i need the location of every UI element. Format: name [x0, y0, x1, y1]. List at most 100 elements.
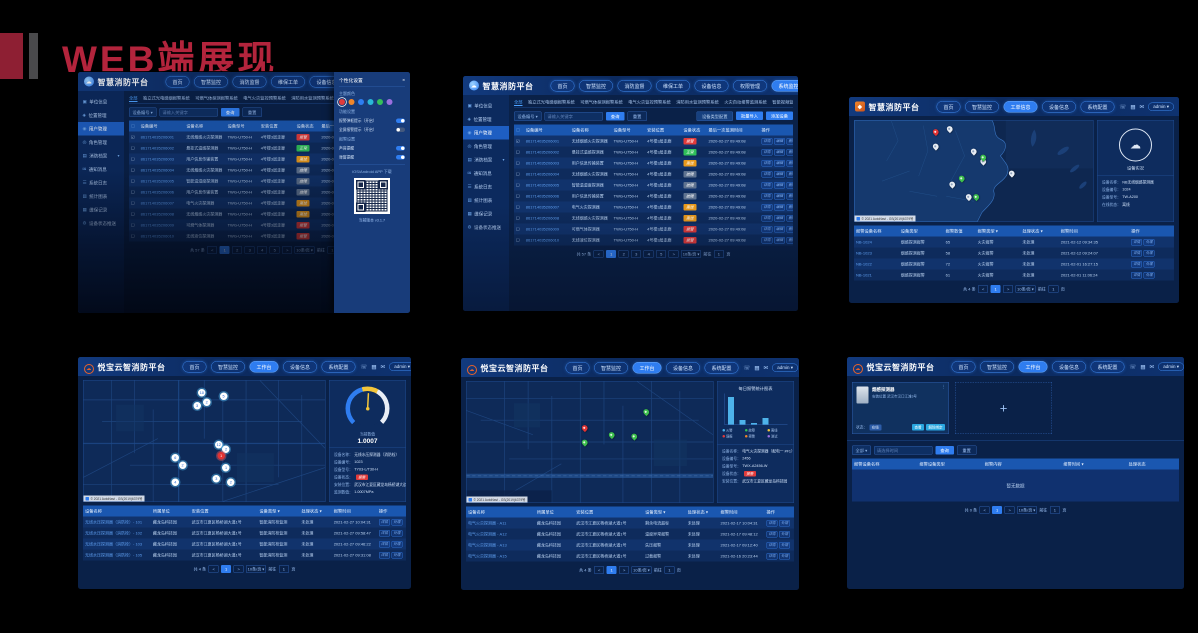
pagination-prev[interactable]: < [208, 565, 219, 573]
delete-button[interactable]: 删除 [786, 159, 793, 167]
map-pin[interactable] [948, 180, 957, 190]
cluster-marker[interactable]: 10 [198, 388, 206, 397]
row-checkbox[interactable]: ☐ [516, 204, 520, 210]
card-more-icon[interactable]: ⋮ [941, 384, 947, 389]
cluster-marker[interactable]: 2 [178, 461, 187, 469]
nav-pill[interactable]: 首页 [182, 360, 207, 373]
sidebar-item[interactable]: ▤ 消防档案 ▾ [463, 153, 509, 167]
legend-item[interactable]: 误报 [722, 434, 744, 439]
select-all-checkbox[interactable]: ☐ [516, 127, 520, 133]
theme-color-dot[interactable] [386, 99, 393, 105]
nav-pill[interactable]: 智慧监控 [594, 361, 629, 374]
cluster-marker[interactable]: 3 [212, 474, 221, 483]
edit-button[interactable]: 编辑 [773, 225, 785, 233]
map-pin[interactable] [945, 125, 954, 134]
sidebar-item[interactable]: ⚙ 设备状态推送 [78, 217, 124, 231]
cluster-marker[interactable]: 12 [214, 440, 223, 449]
message-icon[interactable]: ✉ [763, 364, 769, 371]
apps-grid-icon[interactable]: ▦ [1140, 363, 1146, 370]
map-pin[interactable] [931, 142, 940, 151]
device-card[interactable]: ⋮ 烟感探测器 安装位置 武汉市汉口江滩3号 状态： 在线 查看 解除绑定 [852, 382, 949, 434]
support-icon[interactable]: ☏ [1119, 103, 1127, 110]
select-all-checkbox[interactable]: ☐ [131, 123, 135, 129]
pagination-page[interactable]: 1 [606, 250, 617, 258]
pagination-prev[interactable]: < [207, 246, 218, 254]
handle-button[interactable]: 处理 [391, 518, 403, 526]
device-type-config-button[interactable]: 设备类型配置 [696, 111, 733, 121]
pagination-prev[interactable]: < [978, 285, 989, 293]
toggle-switch[interactable] [396, 127, 405, 132]
theme-color-dot[interactable] [339, 99, 345, 105]
pagination-page[interactable]: 5 [656, 250, 667, 258]
row-checkbox[interactable]: ☐ [131, 200, 135, 206]
nav-pill[interactable]: 设备信息 [283, 360, 318, 373]
message-icon[interactable]: ✉ [1139, 103, 1145, 110]
reset-button[interactable]: 重置 [627, 111, 647, 121]
handle-button[interactable]: 处理 [778, 541, 790, 549]
pagination-page[interactable]: 1 [219, 246, 230, 254]
delete-button[interactable]: 删除 [786, 192, 793, 200]
row-checkbox[interactable]: ☐ [131, 167, 135, 173]
edit-button[interactable]: 编辑 [773, 170, 785, 178]
sidebar-item[interactable]: ☰ 系统日志 [463, 180, 509, 194]
system-tab[interactable]: 可燃气体探测报警系统 [195, 95, 238, 101]
nav-pill[interactable]: 系统配置 [1080, 100, 1115, 113]
row-checkbox[interactable]: ☐ [131, 178, 135, 184]
cluster-marker[interactable]: 6 [171, 454, 180, 462]
sidebar-item[interactable]: ▤ 消防档案 ▾ [78, 149, 124, 163]
user-menu[interactable]: admin ▾ [1148, 102, 1174, 111]
system-tab[interactable]: 火灾自动报警监测系统 [724, 99, 767, 105]
detail-button[interactable]: 详情 [761, 181, 773, 189]
row-checkbox[interactable]: ☐ [516, 215, 520, 221]
pagination-page[interactable]: 1 [221, 565, 232, 573]
system-tab[interactable]: 独立式光电感烟报警系统 [143, 95, 190, 101]
page-size-select[interactable]: 10条/页 ▾ [246, 565, 266, 573]
date-input[interactable] [873, 446, 933, 455]
handle-button[interactable]: 处理 [1143, 249, 1155, 257]
nav-pill[interactable]: 首页 [165, 75, 190, 88]
page-size-select[interactable]: 10条/页 ▾ [631, 566, 652, 574]
sidebar-item[interactable]: ▥ 统计图表 [78, 190, 124, 204]
sidebar-item[interactable]: ☰ 系统日志 [78, 176, 124, 190]
edit-button[interactable]: 编辑 [773, 203, 785, 211]
row-checkbox[interactable]: ☑ [516, 138, 520, 144]
sidebar-item[interactable]: ◈ 位置管理 [78, 109, 124, 123]
system-tab[interactable]: 全部 [129, 95, 138, 101]
cluster-marker[interactable]: 2 [222, 445, 230, 454]
handle-button[interactable]: 处理 [391, 551, 403, 559]
nav-pill[interactable]: 设备信息 [666, 361, 701, 374]
pagination-page[interactable]: 2 [618, 250, 629, 258]
handle-button[interactable]: 处理 [778, 552, 790, 560]
nav-pill[interactable]: 系统配置 [704, 361, 739, 374]
user-menu[interactable]: admin ▾ [389, 362, 411, 371]
handle-button[interactable]: 处理 [1143, 260, 1155, 268]
detail-button[interactable]: 详情 [761, 236, 773, 244]
pagination-page[interactable]: 2 [232, 246, 243, 254]
sidebar-item[interactable]: ▦ 维保记录 [78, 203, 124, 217]
detail-button[interactable]: 详情 [378, 529, 390, 537]
row-checkbox[interactable]: ☐ [131, 145, 135, 151]
row-checkbox[interactable]: ☐ [131, 211, 135, 217]
goto-page-input[interactable]: 1 [713, 250, 724, 258]
china-map[interactable]: © 2021 AutoNavi - GS(2019)6379号 [854, 120, 1094, 222]
nav-pill[interactable]: 工作台 [1018, 360, 1048, 373]
detail-button[interactable]: 详情 [761, 225, 773, 233]
legend-item[interactable]: 预警 [745, 434, 766, 439]
nav-pill[interactable]: 维保工单 [656, 79, 691, 92]
apps-grid-icon[interactable]: ▦ [371, 363, 377, 370]
more-icon[interactable]: ⋮ [1178, 103, 1179, 110]
pagination-next[interactable]: > [668, 250, 679, 258]
close-icon[interactable]: × [402, 77, 405, 83]
map-pin[interactable] [964, 192, 974, 202]
goto-page-input[interactable]: 1 [1049, 506, 1060, 514]
nav-pill[interactable]: 设备信息 [1042, 100, 1077, 113]
detail-button[interactable]: 详情 [761, 203, 773, 211]
row-checkbox[interactable]: ☐ [516, 171, 520, 177]
nav-pill[interactable]: 维保工单 [271, 75, 306, 88]
nav-pill[interactable]: 智慧监控 [211, 360, 246, 373]
toggle-switch[interactable] [396, 155, 405, 160]
goto-page-input[interactable]: 1 [664, 566, 675, 574]
map-pin[interactable] [580, 438, 589, 447]
nav-pill[interactable]: 设备信息 [694, 79, 729, 92]
row-checkbox[interactable]: ☐ [516, 182, 520, 188]
